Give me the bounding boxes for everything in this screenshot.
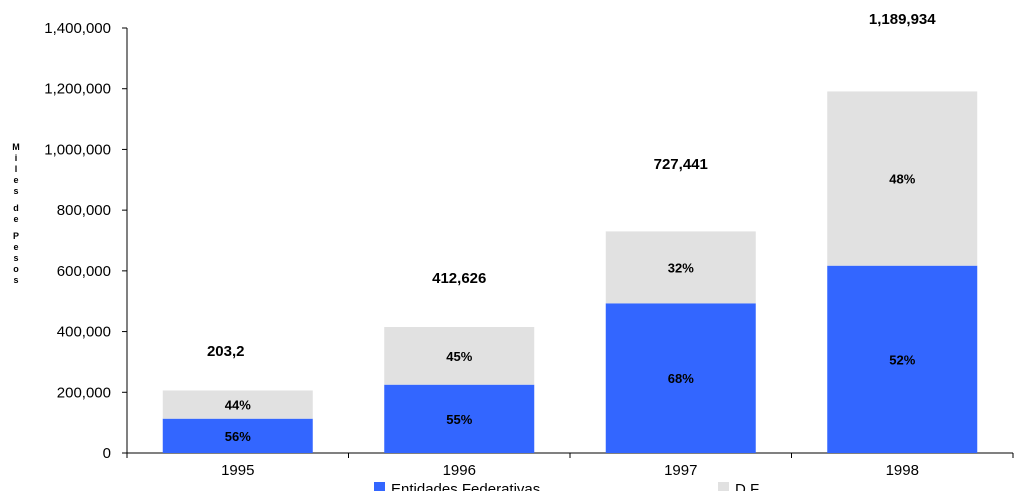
y-axis-title-char: l [15,164,18,174]
y-tick-label: 1,400,000 [44,20,111,37]
legend-label-df: D.F. [735,481,762,491]
axes: 0 200,000 400,000 600,000 800,000 1,000,000 1,… [44,20,1014,479]
y-tick-label: 800,000 [57,202,111,219]
bar-entidades-1996 [384,384,535,453]
y-axis-title-char: e [13,242,18,252]
percent-label: 56% [225,429,251,444]
legend-swatch-df [718,482,729,491]
y-axis-title-char: s [13,253,18,263]
legend: Entidades Federativas D.F. [374,481,762,491]
percent-label: 55% [446,412,472,427]
bar-entidades-1997 [605,303,756,453]
bar-df-1996 [384,327,535,385]
bar-entidades-1998 [827,265,978,453]
total-label: 727,441 [654,156,708,173]
y-axis-title-char: d [13,203,19,213]
total-label: 1,189,934 [869,11,936,28]
y-axis-title-char: M [12,142,20,152]
y-axis-title-char: P [13,231,19,241]
y-tick-label: 1,000,000 [44,141,111,158]
percent-label: 52% [889,352,915,367]
bar-df-1998 [827,91,978,266]
y-axis-title-char: e [13,214,18,224]
y-axis-title-char: o [13,264,19,274]
y-axis-title-char: s [13,275,18,285]
x-tick-label: 1997 [664,462,697,479]
total-label: 412,626 [432,270,486,287]
data-labels: 56% 44% 55% 45% 68% 32% 52% 48% 203,2 412,626 727,… [207,11,936,444]
y-tick-label: 0 [103,445,111,462]
bar-df-1995 [162,390,313,419]
y-tick-label: 200,000 [57,384,111,401]
y-tick-label: 400,000 [57,324,111,341]
y-tick-label: 1,200,000 [44,81,111,98]
legend-label-entidades: Entidades Federativas [391,481,540,491]
x-tick-label: 1995 [221,462,254,479]
x-tick-label: 1998 [886,462,919,479]
y-axis-title-char: s [13,186,18,196]
percent-label: 44% [225,398,251,413]
percent-label: 48% [889,172,915,187]
bars [162,91,978,453]
percent-label: 32% [668,260,694,275]
y-axis-title-char: e [13,175,18,185]
bar-df-1997 [605,231,756,304]
x-tick-label: 1996 [443,462,476,479]
percent-label: 68% [668,371,694,386]
bar-entidades-1995 [162,418,313,453]
y-axis-title-char: i [15,153,18,163]
y-tick-label: 600,000 [57,263,111,280]
percent-label: 45% [446,349,472,364]
legend-swatch-entidades [374,482,385,491]
total-label: 203,2 [207,343,245,360]
